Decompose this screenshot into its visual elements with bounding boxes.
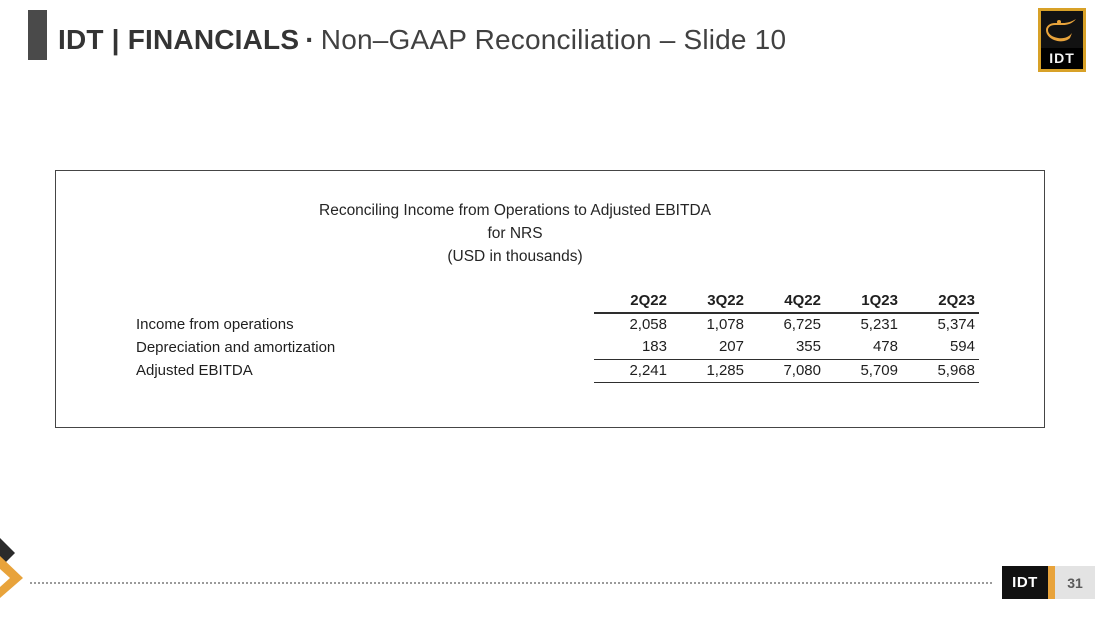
logo-label: IDT — [1041, 48, 1083, 69]
cell-value: 5,709 — [825, 359, 902, 383]
table-title-line2: for NRS — [487, 225, 543, 242]
row-label: Adjusted EBITDA — [136, 361, 253, 379]
cell-value: 183 — [594, 336, 671, 360]
idt-logo: IDT — [1038, 8, 1086, 72]
row-label: Income from operations — [136, 315, 294, 333]
header-accent-block — [28, 10, 47, 60]
cell-value: 7,080 — [748, 359, 825, 383]
footer-brand-block: IDT 31 — [1002, 566, 1095, 599]
cell-value: 2,058 — [629, 316, 667, 333]
footer-dotted-divider — [30, 582, 992, 584]
title-separator: · — [305, 24, 315, 55]
header-spacer — [136, 290, 594, 313]
cell-value: 2,241 — [594, 359, 671, 383]
corner-chevron-decoration — [0, 538, 36, 603]
slide-title: Non–GAAP Reconciliation – Slide 10 — [320, 24, 787, 55]
page-title: IDT | FINANCIALS · Non–GAAP Reconciliation… — [58, 24, 786, 56]
reconciliation-panel: Reconciling Income from Operations to Ad… — [55, 170, 1045, 428]
cell-value: 207 — [671, 336, 748, 360]
footer-brand-label: IDT — [1002, 566, 1048, 599]
table-header-row: 2Q22 3Q22 4Q22 1Q23 2Q23 — [136, 290, 979, 314]
cell-value: 355 — [748, 336, 825, 360]
col-header-4q22: 4Q22 — [748, 290, 825, 314]
cell-value: 594 — [902, 336, 979, 360]
col-header-2q22: 2Q22 — [594, 290, 671, 314]
page-number: 31 — [1055, 566, 1095, 599]
table-row-income-from-operations: Income from operations 2,058 1,078 6,725… — [136, 313, 979, 336]
footer-gold-bar — [1048, 566, 1055, 599]
table-title: Reconciling Income from Operations to Ad… — [56, 199, 974, 268]
table-title-line3: (USD in thousands) — [447, 248, 583, 265]
reconciliation-table: 2Q22 3Q22 4Q22 1Q23 2Q23 Income from ope… — [136, 290, 979, 383]
row-label: Depreciation and amortization — [136, 338, 336, 356]
lamp-icon — [1041, 11, 1083, 48]
cell-value: 1,078 — [706, 316, 744, 333]
cell-value: 478 — [825, 336, 902, 360]
cell-value: 5,231 — [860, 316, 898, 333]
table-title-line1: Reconciling Income from Operations to Ad… — [319, 202, 711, 219]
col-header-1q23: 1Q23 — [825, 290, 902, 314]
table-row-adjusted-ebitda: Adjusted EBITDA 2,241 1,285 7,080 5,709 … — [136, 359, 979, 383]
col-header-2q23: 2Q23 — [902, 290, 979, 314]
gold-chevron-icon — [0, 556, 23, 598]
col-header-3q22: 3Q22 — [671, 290, 748, 314]
table-row-depreciation-amortization: Depreciation and amortization 183 207 35… — [136, 336, 979, 360]
cell-value: 5,374 — [937, 316, 975, 333]
cell-value: 1,285 — [671, 359, 748, 383]
brand-title: IDT | FINANCIALS — [58, 24, 300, 55]
cell-value: 5,968 — [902, 359, 979, 383]
cell-value: 6,725 — [783, 316, 821, 333]
